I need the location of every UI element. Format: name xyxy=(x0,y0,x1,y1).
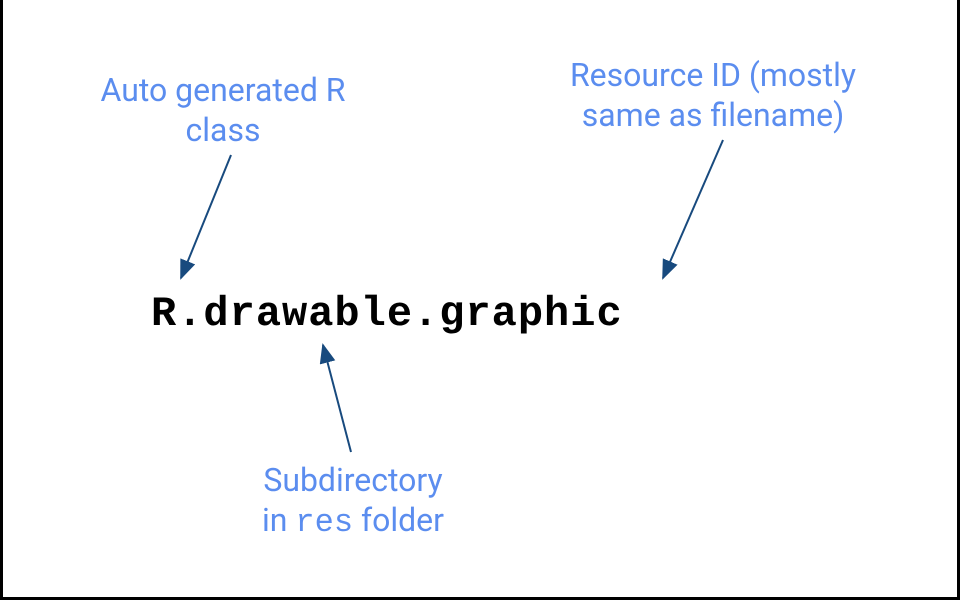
arrow-subdirectory xyxy=(3,0,960,600)
